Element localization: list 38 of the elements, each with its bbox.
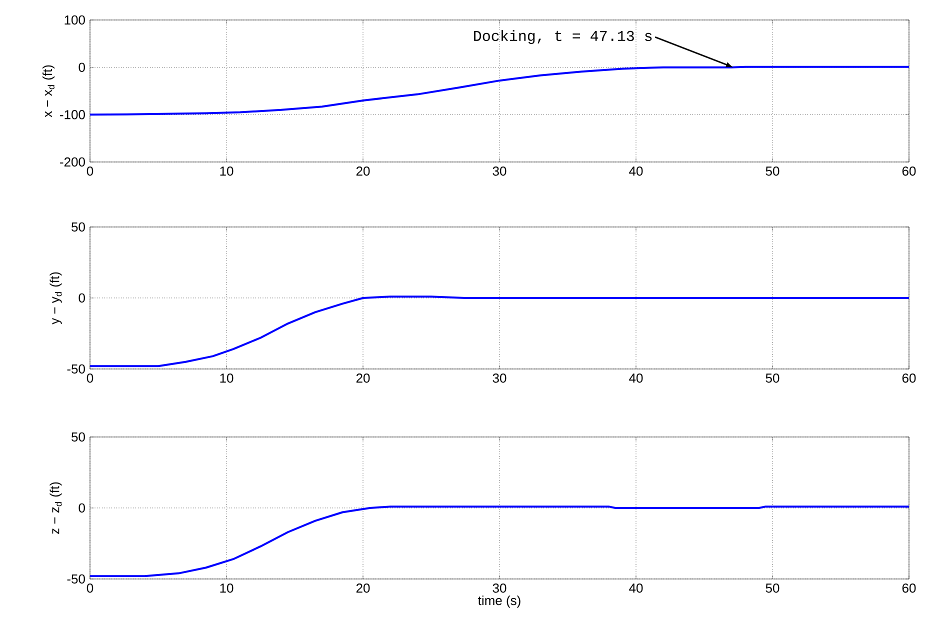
x-tick-label: 10 xyxy=(220,166,234,176)
x-tick-label: 50 xyxy=(766,374,780,383)
x-tick-label: 40 xyxy=(629,374,643,383)
x-tick-label: 30 xyxy=(492,584,506,593)
y-tick-label: 50 xyxy=(72,432,85,442)
x-tick-label: 20 xyxy=(356,584,370,593)
x-tick-label: 50 xyxy=(766,166,780,176)
x-tick-label: 0 xyxy=(86,166,94,176)
y-tick-label: 0 xyxy=(78,503,85,513)
y-axis-title: x − x$_{d}$ (ft) xyxy=(42,65,55,118)
y-tick-label: -50 xyxy=(67,364,85,374)
x-tick-label: 60 xyxy=(902,584,916,593)
x-tick-label: 30 xyxy=(492,374,506,383)
y-tick-label: 0 xyxy=(78,62,85,72)
y-tick-label: 0 xyxy=(78,293,85,303)
x-tick-label: 10 xyxy=(220,374,234,383)
x-tick-label: 20 xyxy=(356,166,370,176)
x-tick-label: 40 xyxy=(629,166,643,176)
line-series xyxy=(90,296,909,368)
y-tick-label: 100 xyxy=(64,15,85,25)
x-axis-title: time (s) xyxy=(478,596,520,608)
x-tick-label: 50 xyxy=(766,584,780,593)
annotation: Docking, t = 47.13 s xyxy=(474,30,652,44)
x-tick-label: 40 xyxy=(629,584,643,593)
x-tick-label: 10 xyxy=(220,584,234,593)
x-tick-label: 60 xyxy=(902,374,916,383)
y-tick-label: -50 xyxy=(67,574,85,584)
x-tick-label: 60 xyxy=(902,166,916,176)
x-tick-label: 0 xyxy=(86,374,94,383)
x-tick-label: 0 xyxy=(86,584,94,593)
y-axis-title: y − y$_{d}$ (ft) xyxy=(50,272,62,324)
y-axis-title: z − z$_{d}$ (ft) xyxy=(50,482,62,534)
y-tick-label: 50 xyxy=(72,222,85,232)
y-tick-label: -200 xyxy=(60,157,85,167)
y-tick-label: -100 xyxy=(60,110,85,120)
x-tick-label: 20 xyxy=(356,374,370,383)
x-tick-label: 30 xyxy=(492,166,506,176)
line-series xyxy=(90,506,909,578)
